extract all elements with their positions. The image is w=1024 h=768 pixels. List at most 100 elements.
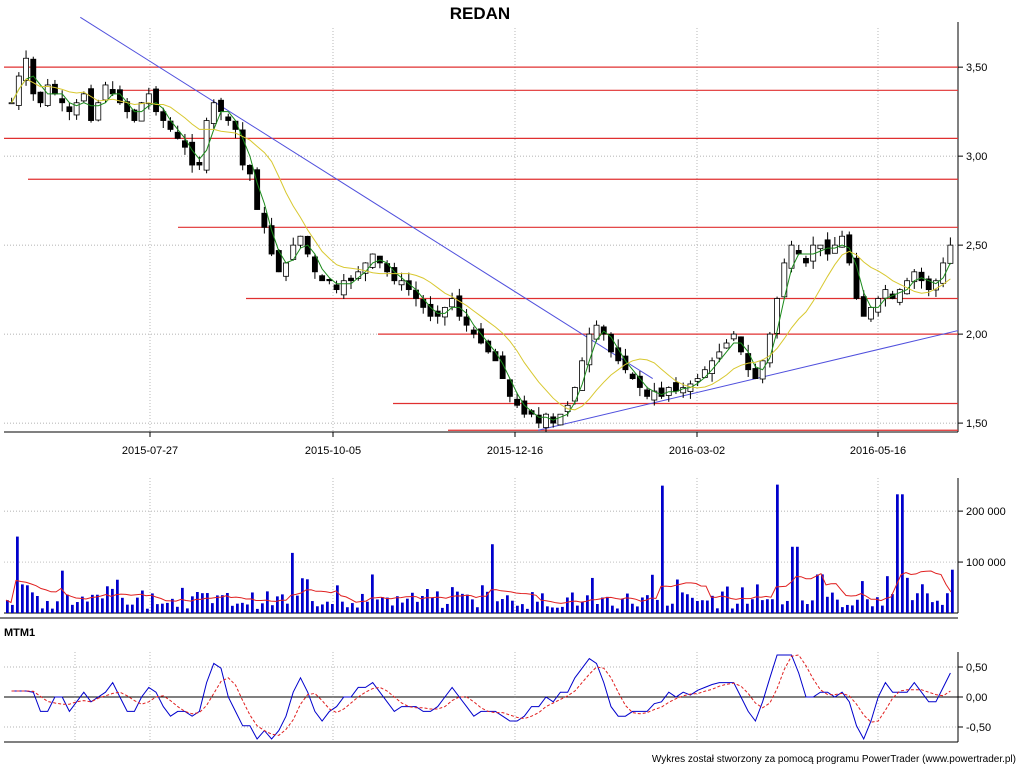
volume-bar [521,604,524,613]
candle-body [579,360,586,391]
volume-bar [501,599,504,613]
volume-bar [91,594,94,613]
price-y-tick-label: 2,00 [966,329,987,341]
trend-line [80,16,653,380]
candle-body [644,389,651,397]
candle-body [608,333,614,353]
volume-bar [756,584,759,613]
candle-body [95,102,102,121]
volume-bar [161,603,164,613]
volume-bar [401,602,404,613]
trend-line [538,330,959,431]
candle-body [817,244,824,250]
candle-body [831,244,838,254]
volume-bar [681,592,684,613]
volume-bar [81,596,84,613]
volume-bar [831,592,834,613]
candle-body [8,102,15,105]
volume-bar [931,602,934,613]
candle-body [860,296,867,317]
volume-bar [406,598,409,613]
volume-bar [266,591,269,613]
volume-bar [801,600,804,613]
candle-body [716,351,723,359]
osc-y-tick-label: 0,00 [966,692,987,704]
candle-body [557,413,564,426]
candle-body [803,258,809,264]
volume-bar [946,593,949,613]
volume-bar [306,579,309,613]
candle-body [535,414,542,424]
candle-body [420,299,427,308]
candle-body [658,387,665,397]
volume-bar [736,603,739,613]
volume-bar [276,596,279,613]
candle-body [196,161,203,166]
candle-body [174,131,181,139]
volume-bar [361,593,364,613]
candle-body [795,250,802,255]
volume-bar [776,484,779,613]
price-y-tick-label: 2,50 [966,240,987,252]
candle-body [723,342,730,349]
volume-bar [481,585,484,613]
volume-bar [176,606,179,613]
volume-bar [51,608,54,613]
volume-bar [606,596,609,613]
candle-body [73,102,80,116]
volume-bar [186,608,189,613]
candle-body [673,382,679,392]
volume-bar [806,604,809,613]
candle-body [23,57,29,81]
candle-body [59,98,66,104]
volume-bar [581,601,584,613]
volume-bar [626,593,629,613]
volume-bar [246,604,249,613]
volume-bar [896,494,899,613]
volume-bar [166,602,169,613]
volume-bar [726,586,729,613]
volume-bar [251,592,254,613]
volume-bar [66,594,69,613]
volume-bar [596,604,599,613]
volume-bar [601,597,604,613]
price-x-tick-label: 2015-10-05 [305,445,361,457]
volume-bar [106,586,109,613]
volume-bar [586,595,589,613]
volume-bar [221,595,224,613]
candle-body [449,298,456,308]
volume-bar [846,604,849,613]
candle-body [651,390,658,401]
volume-bar [461,593,464,613]
osc-y-tick-label: 0,50 [966,662,987,674]
volume-bar [676,579,679,613]
candle-body [730,333,737,340]
candle-body [868,307,874,320]
volume-bar [611,605,614,613]
volume-bar [576,605,579,613]
volume-bar [421,595,424,613]
oscillator-panel: 0,50 0,00 -0,50 [4,652,991,743]
candle-body [882,289,889,299]
volume-bar [41,608,44,613]
volume-bar [471,599,474,613]
volume-bar [311,601,314,613]
candle-body [853,257,860,299]
volume-bar [381,597,384,613]
volume-bar [656,599,659,613]
candle-body [52,83,58,95]
volume-bar [541,593,544,613]
momentum-line [11,654,951,741]
volume-bar [496,601,499,613]
candle-body [66,106,73,113]
volume-bar [591,577,594,613]
volume-bar [816,574,819,613]
volume-bar [411,592,414,613]
volume-bar [126,604,129,613]
volume-bar [761,600,764,613]
volume-bar [446,603,449,613]
volume-bar [261,603,264,613]
volume-bar [856,599,859,613]
volume-bar [556,607,559,613]
candle-body [210,102,217,124]
